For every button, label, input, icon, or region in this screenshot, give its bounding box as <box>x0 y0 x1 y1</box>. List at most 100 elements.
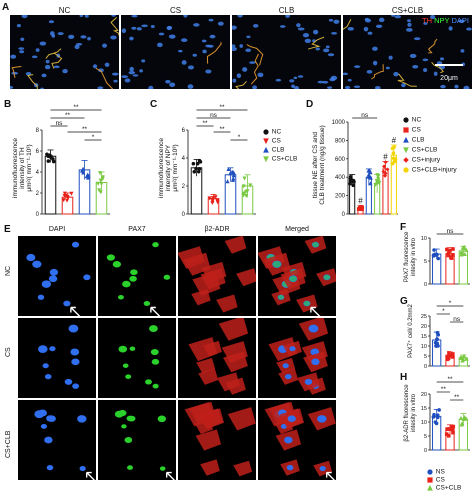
nucleus <box>279 25 286 28</box>
e-col-b2adr: β2-ADR <box>204 226 230 233</box>
legend-item: CS <box>402 126 421 135</box>
data-point <box>62 191 67 196</box>
significance-label: * <box>92 134 95 141</box>
nucleus <box>304 38 312 43</box>
y-tick-label: 1000 <box>332 120 346 126</box>
legend-label: CLB <box>270 146 285 154</box>
e-image-nc-dapi <box>18 236 96 316</box>
chart-c-ylabel: immunofluorescence intensity of NPY μm²/… <box>158 118 179 218</box>
nucleus <box>257 72 264 78</box>
e-image-cs-adr <box>178 318 256 398</box>
nucleus <box>440 84 446 89</box>
y-tick-label: 20 <box>421 324 427 330</box>
nucleus <box>407 19 411 23</box>
legend-marker <box>403 167 409 173</box>
data-point <box>351 183 356 188</box>
cell-body <box>200 268 226 290</box>
scale-bar-a: 20μm <box>432 64 466 85</box>
nucleus <box>385 66 390 70</box>
y-tick-label: 200 <box>335 194 346 200</box>
data-point <box>381 169 386 174</box>
nucleus <box>311 358 320 366</box>
nucleus <box>74 44 80 50</box>
data-point <box>97 171 103 176</box>
data-point <box>98 190 103 195</box>
nucleus <box>287 415 296 422</box>
cell-body <box>217 372 240 392</box>
data-point <box>464 356 469 361</box>
data-point <box>352 179 356 184</box>
nucleus <box>64 378 73 385</box>
data-point <box>99 181 104 187</box>
e-image-cs-clb-dapi <box>18 400 96 480</box>
nucleus <box>71 358 80 366</box>
legend-item: CS+CLB+injury <box>402 166 457 175</box>
data-point <box>460 421 465 426</box>
chart-h-ylabel: β2-ADR fluorescence intesity in vitro <box>404 378 418 448</box>
legend-marker <box>263 156 269 163</box>
chart-h-ylabel-2: intesity in vitro <box>411 394 417 433</box>
nucleus <box>294 86 300 89</box>
e-image-texture <box>106 242 171 316</box>
significance-label: ** <box>447 376 453 383</box>
annotation-hash: # <box>358 197 363 206</box>
data-point <box>376 174 381 179</box>
nucleus <box>280 423 287 429</box>
nucleus <box>364 18 372 23</box>
nucleus <box>20 37 25 41</box>
data-point <box>81 170 86 175</box>
cell-body <box>199 408 225 429</box>
nucleus <box>246 35 251 39</box>
e-image-texture <box>264 401 336 480</box>
nucleus <box>208 18 214 22</box>
significance-label: ** <box>202 120 208 127</box>
micrograph-a-nc-label: NC <box>10 7 119 15</box>
pax7-signal <box>272 261 282 268</box>
pax7-signal <box>143 300 151 307</box>
legend-label: CS+CLB <box>410 146 438 154</box>
nucleus <box>409 53 417 59</box>
pax7-signal <box>130 269 138 276</box>
nucleus <box>35 48 40 52</box>
nucleus <box>70 348 80 356</box>
data-point <box>434 344 438 348</box>
pax7-signal <box>122 280 131 288</box>
cell-body <box>200 459 220 476</box>
nucleus <box>423 22 428 25</box>
data-point <box>210 196 216 201</box>
nucleus <box>132 74 139 77</box>
data-point <box>464 247 469 252</box>
pax7-signal <box>152 242 159 248</box>
pax7-signal <box>150 348 159 356</box>
nucleus <box>232 25 237 30</box>
chart-g-ylabel: PAX7⁺ cell/ 0.2mm2 <box>408 300 415 362</box>
e-image-cs-pax7 <box>98 318 176 398</box>
nerve-fiber <box>431 61 445 74</box>
legend-item: NC <box>262 128 281 137</box>
legend-marker <box>263 146 269 153</box>
nucleus <box>187 84 194 89</box>
significance-label: * <box>238 134 241 141</box>
legend-marker-shape <box>403 117 409 123</box>
nucleus <box>378 17 385 23</box>
legend-label: CS+injury <box>410 156 441 164</box>
nucleus <box>169 82 176 88</box>
e-image-texture <box>188 318 249 395</box>
nucleus <box>57 32 64 36</box>
data-point <box>458 415 464 420</box>
legend-fgh: NS CS CS+CLB <box>426 468 474 498</box>
data-point <box>241 193 246 198</box>
nucleus <box>41 280 52 288</box>
legend-item: CLB <box>262 146 284 155</box>
nucleus <box>330 75 338 81</box>
nucleus <box>393 71 399 77</box>
e-image-cs-merged <box>258 318 336 398</box>
nucleus <box>327 53 335 57</box>
nucleus <box>187 65 194 70</box>
nucleus <box>98 68 104 73</box>
pax7-signal <box>128 415 136 422</box>
data-point <box>437 408 441 412</box>
data-point <box>450 354 455 359</box>
nucleus <box>79 466 86 472</box>
